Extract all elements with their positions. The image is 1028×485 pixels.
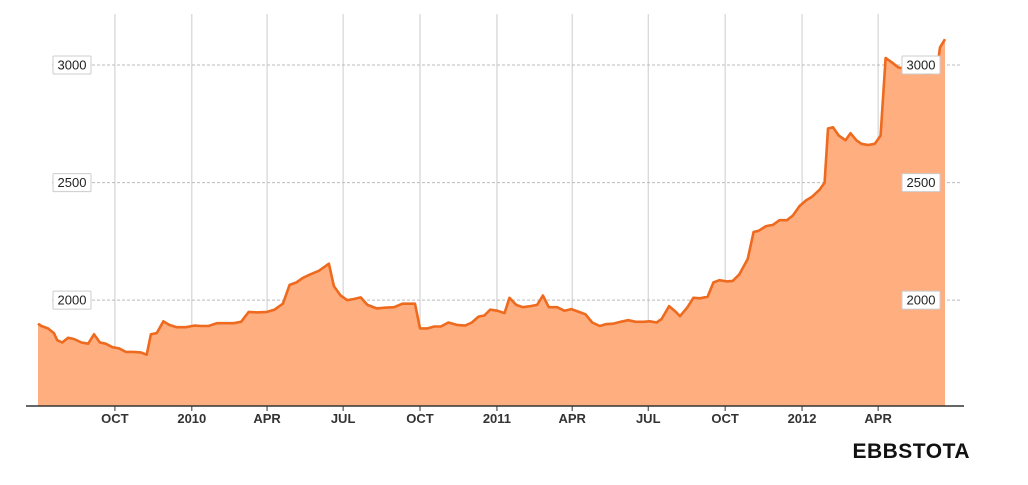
plot-area [37,38,947,406]
x-tick-label: 2010 [177,411,206,426]
x-tick-label: 2012 [788,411,817,426]
y-tick-label: 3000 [901,55,941,75]
x-tick-label: APR [864,411,892,426]
y-tick-label: 2000 [901,290,941,310]
y-tick-label-box [901,173,941,193]
y-tick-label: 2000 [52,290,92,310]
series-area-fill [38,39,945,406]
y-tick-label: 2500 [52,173,92,193]
y-tick-label-box [52,290,92,310]
x-tick-label: APR [558,411,586,426]
y-tick-label-box [52,173,92,193]
x-tick-label: OCT [101,411,129,426]
y-tick-label: 2500 [901,173,941,193]
ticker-label: EBBSTOTA [852,440,970,463]
x-tick-label: OCT [711,411,739,426]
y-tick-label-box [52,55,92,75]
y-tick-label-box [901,55,941,75]
x-tick-label: OCT [406,411,434,426]
y-tick-label-text: 2500 [58,175,87,190]
y-tick-label-text: 3000 [907,58,936,73]
x-axis: OCT 2010 APR JUL OCT 2011 APR JUL OCT 2012 APR [26,405,964,426]
gridlines [52,14,960,406]
series-line [37,38,947,356]
y-tick-label-text: 2500 [907,175,936,190]
y-tick-label-text: 3000 [58,58,87,73]
x-tick-label: JUL [636,411,661,426]
y-tick-label-text: 2000 [907,293,936,308]
y-axis: 2000 2000 2500 2500 3000 3000 [52,55,941,310]
x-tick-label: 2011 [483,411,511,426]
y-tick-label-text: 2000 [58,293,87,308]
x-tick-label: APR [253,411,281,426]
x-tick-label: JUL [331,411,356,426]
y-tick-label: 3000 [52,55,92,75]
y-tick-label-box [901,290,941,310]
